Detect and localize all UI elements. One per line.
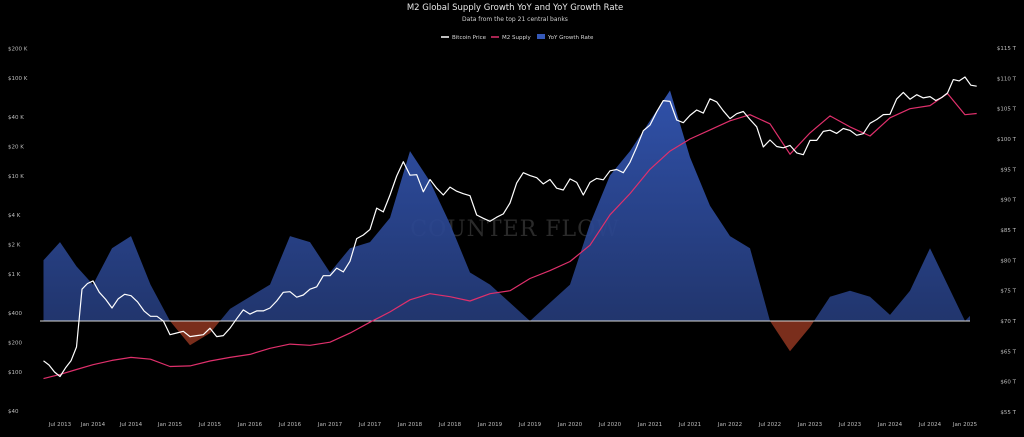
right-tick-label: $95 T [1000, 167, 1016, 173]
right-tick-label: $100 T [997, 137, 1017, 143]
x-tick-label: Jan 2017 [317, 422, 343, 428]
right-tick-label: $65 T [1000, 349, 1016, 355]
x-tick-label: Jul 2021 [678, 422, 701, 428]
left-tick-label: $200 [8, 340, 22, 346]
x-tick-label: Jan 2022 [717, 422, 742, 428]
left-tick-label: $40 [8, 409, 19, 415]
x-axis: Jul 2013 Jan 2014 Jul 2014 Jan 2015 Jul 2015… [48, 422, 978, 428]
x-tick-label: Jan 2019 [477, 422, 503, 428]
left-tick-label: $40 K [8, 115, 24, 121]
x-tick-label: Jan 2023 [797, 422, 823, 428]
x-tick-label: Jul 2014 [119, 422, 143, 428]
right-tick-label: $75 T [1000, 289, 1016, 295]
right-tick-label: $115 T [997, 46, 1017, 52]
left-axis: $200 K $100 K $40 K $20 K $10 K $4 K $2 K $1 K $… [8, 46, 28, 414]
left-tick-label: $100 K [8, 76, 28, 82]
right-tick-label: $60 T [1000, 380, 1016, 386]
x-tick-label: Jul 2022 [758, 422, 781, 428]
x-tick-label: Jan 2015 [157, 422, 183, 428]
legend-item-m2[interactable]: M2 Supply [491, 35, 531, 41]
growth-area-negative [43, 321, 970, 352]
x-tick-label: Jan 2020 [557, 422, 583, 428]
left-tick-label: $10 K [8, 174, 24, 180]
m2-supply-line [43, 92, 977, 380]
right-tick-label: $55 T [1000, 410, 1016, 416]
x-tick-label: Jul 2019 [518, 422, 542, 428]
x-tick-label: Jul 2018 [438, 422, 462, 428]
left-tick-label: $400 [8, 311, 22, 317]
left-tick-label: $20 K [8, 144, 24, 150]
right-tick-label: $80 T [1000, 258, 1016, 264]
right-tick-label: $70 T [1000, 319, 1016, 325]
x-tick-label: Jul 2016 [278, 422, 302, 428]
legend-swatch-growth [537, 34, 545, 39]
legend-label-growth: YoY Growth Rate [547, 35, 594, 41]
chart-subtitle: Data from the top 21 central banks [462, 16, 568, 23]
x-tick-label: Jul 2024 [918, 422, 942, 428]
left-tick-label: $1 K [8, 272, 21, 278]
x-tick-label: Jan 2016 [237, 422, 263, 428]
left-tick-label: $200 K [8, 46, 28, 52]
left-tick-label: $2 K [8, 242, 21, 248]
right-tick-label: $90 T [1000, 198, 1016, 204]
x-tick-label: Jan 2018 [397, 422, 423, 428]
x-tick-label: Jul 2023 [838, 422, 862, 428]
x-tick-label: Jul 2015 [198, 422, 222, 428]
right-tick-label: $105 T [997, 107, 1017, 113]
legend-item-growth[interactable]: YoY Growth Rate [537, 34, 594, 41]
left-tick-label: $100 [8, 370, 22, 376]
legend-label-bitcoin: Bitcoin Price [452, 35, 487, 41]
series-lines [43, 76, 977, 380]
x-tick-label: Jul 2017 [358, 422, 382, 428]
bitcoin-price-line [43, 76, 977, 378]
x-tick-label: Jan 2024 [877, 422, 903, 428]
x-tick-label: Jan 2021 [637, 422, 662, 428]
x-tick-label: Jan 2014 [80, 422, 106, 428]
right-tick-label: $85 T [1000, 228, 1016, 234]
left-tick-label: $4 K [8, 213, 21, 219]
x-tick-label: Jul 2013 [48, 422, 72, 428]
x-tick-label: Jul 2020 [598, 422, 622, 428]
growth-area-positive [43, 90, 970, 321]
chart-title: M2 Global Supply Growth YoY and YoY Grow… [407, 3, 623, 13]
growth-area-layer [43, 90, 970, 352]
right-tick-label: $110 T [997, 76, 1017, 82]
right-axis: $115 T $110 T $105 T $100 T $95 T $90 T $85 T $… [997, 46, 1017, 416]
legend-item-bitcoin[interactable]: Bitcoin Price [441, 35, 487, 41]
legend: Bitcoin Price M2 Supply YoY Growth Rate [441, 34, 594, 41]
x-tick-label: Jan 2025 [952, 422, 978, 428]
legend-label-m2: M2 Supply [502, 35, 531, 41]
